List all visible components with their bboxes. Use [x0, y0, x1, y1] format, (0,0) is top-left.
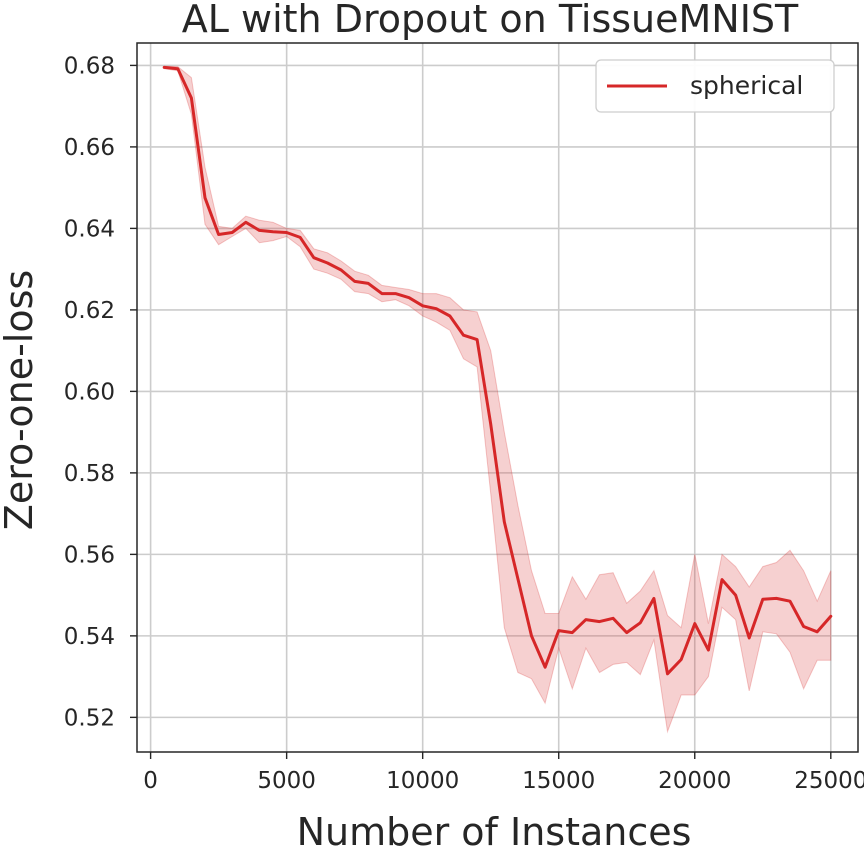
confidence-band-layer — [163, 65, 832, 734]
y-tick-label: 0.52 — [64, 705, 115, 731]
y-tick-label: 0.68 — [64, 53, 115, 79]
x-axis-title: Number of Instances — [297, 810, 692, 854]
x-tick-label: 15000 — [522, 768, 595, 794]
legend-label-spherical: spherical — [690, 71, 803, 100]
series-line-spherical — [162, 65, 833, 676]
x-tick-label: 20000 — [658, 768, 731, 794]
x-axis-ticks: 0 5000 10000 15000 20000 25000 — [143, 752, 864, 794]
y-axis-ticks: 0.52 0.54 0.56 0.58 0.60 0.62 0.64 0.66 0.68 — [64, 53, 137, 731]
legend-frame — [595, 59, 835, 113]
confidence-band-spherical — [163, 65, 832, 734]
x-tick-label: 25000 — [794, 768, 864, 794]
y-tick-label: 0.58 — [64, 461, 115, 487]
y-axis-title: Zero-one-loss — [0, 270, 41, 530]
y-tick-label: 0.54 — [64, 624, 115, 650]
y-tick-label: 0.60 — [64, 379, 115, 405]
y-tick-label: 0.66 — [64, 135, 115, 161]
legend: spherical — [595, 59, 835, 113]
grid — [137, 43, 858, 752]
series-line-layer — [162, 65, 833, 676]
x-tick-label: 0 — [143, 768, 158, 794]
x-tick-label: 5000 — [257, 768, 316, 794]
x-tick-label: 10000 — [386, 768, 459, 794]
plot-frame — [136, 42, 859, 753]
chart-title: AL with Dropout on TissueMNIST — [182, 0, 799, 41]
y-tick-label: 0.56 — [64, 542, 115, 568]
y-tick-label: 0.64 — [64, 216, 115, 242]
y-tick-label: 0.62 — [64, 298, 115, 324]
